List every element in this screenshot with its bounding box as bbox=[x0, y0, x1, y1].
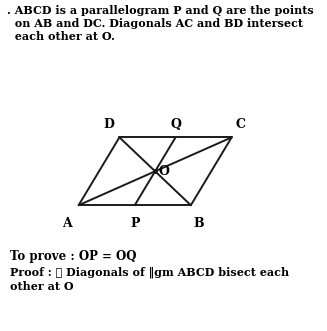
Text: To prove : OP = OQ: To prove : OP = OQ bbox=[10, 250, 136, 263]
Text: Proof : ∴ Diagonals of ‖gm ABCD bisect each: Proof : ∴ Diagonals of ‖gm ABCD bisect e… bbox=[10, 266, 289, 278]
Text: A: A bbox=[62, 217, 72, 230]
Text: O: O bbox=[159, 165, 170, 178]
Text: C: C bbox=[236, 118, 246, 131]
Text: other at O: other at O bbox=[10, 281, 74, 292]
Text: . ABCD is a parallelogram P and Q are the points: . ABCD is a parallelogram P and Q are th… bbox=[7, 5, 313, 16]
Text: on AB and DC. Diagonals AC and BD intersect: on AB and DC. Diagonals AC and BD inters… bbox=[7, 18, 302, 29]
Text: D: D bbox=[104, 118, 114, 131]
Text: P: P bbox=[130, 217, 140, 230]
Text: B: B bbox=[194, 217, 204, 230]
Text: each other at O.: each other at O. bbox=[7, 31, 114, 42]
Text: Q: Q bbox=[170, 118, 181, 131]
